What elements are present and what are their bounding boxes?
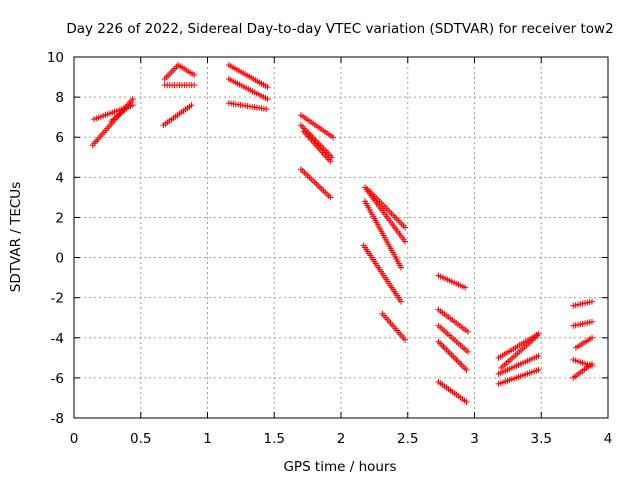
data-point	[398, 298, 405, 305]
axis-ticks: 0 0.5 1 1.5 2 2.5 3 3.5 4 -8 -6 -4 -2 0 2 4 6 8 10	[47, 50, 612, 447]
y-tick-label: -8	[51, 411, 64, 427]
data-point	[327, 158, 334, 165]
data-point	[129, 96, 136, 103]
data-point	[191, 72, 198, 79]
data-point	[398, 264, 405, 271]
x-tick-label: 2	[337, 431, 346, 447]
x-tick-label: 2.5	[397, 431, 418, 447]
data-point	[329, 134, 336, 141]
data-point	[191, 82, 198, 89]
y-tick-label: 10	[47, 50, 64, 66]
grid	[74, 57, 608, 418]
data-point	[464, 328, 471, 335]
data-point	[127, 102, 134, 109]
data-point	[402, 336, 409, 343]
data-point	[588, 334, 595, 341]
y-tick-label: -4	[51, 331, 64, 347]
data-point	[402, 224, 409, 231]
x-tick-label: 4	[604, 431, 613, 447]
y-tick-label: 2	[55, 210, 64, 226]
data-point	[263, 106, 270, 113]
data-point	[327, 194, 334, 201]
data-point	[188, 102, 195, 109]
x-tick-label: 0	[70, 431, 79, 447]
data-point	[463, 398, 470, 405]
y-axis-label: SDTVAR / TECUs	[8, 182, 24, 292]
y-tick-label: -6	[51, 371, 64, 387]
data-point	[264, 96, 271, 103]
x-tick-label: 0.5	[130, 431, 151, 447]
x-tick-label: 1.5	[264, 431, 285, 447]
x-tick-label: 1	[203, 431, 212, 447]
data-point	[588, 318, 595, 325]
data-point	[402, 238, 409, 245]
data-points	[89, 62, 595, 405]
data-point	[535, 352, 542, 359]
x-tick-label: 3.5	[531, 431, 552, 447]
chart-title: Day 226 of 2022, Sidereal Day-to-day VTE…	[66, 21, 613, 37]
data-point	[463, 366, 470, 373]
y-tick-label: 0	[55, 251, 64, 267]
data-point	[588, 298, 595, 305]
y-tick-label: -2	[51, 291, 64, 307]
data-point	[535, 366, 542, 373]
data-point	[264, 84, 271, 91]
data-point	[464, 348, 471, 355]
data-point	[534, 332, 541, 339]
y-tick-label: 4	[55, 170, 64, 186]
y-tick-label: 8	[55, 90, 64, 106]
data-point	[462, 284, 469, 291]
data-point	[588, 360, 595, 367]
x-tick-label: 3	[470, 431, 479, 447]
y-tick-label: 6	[55, 130, 64, 146]
x-axis-label: GPS time / hours	[283, 459, 396, 475]
